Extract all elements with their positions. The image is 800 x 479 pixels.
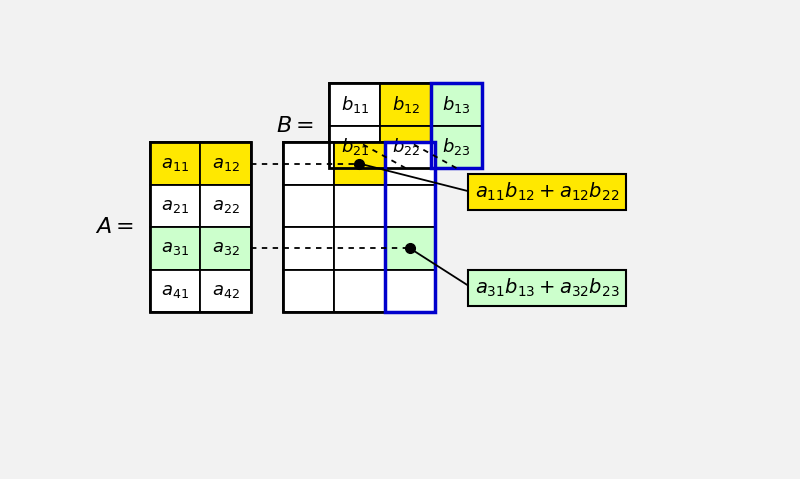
- Bar: [431, 83, 482, 168]
- Bar: [431, 83, 482, 125]
- Bar: [201, 270, 251, 312]
- Bar: [201, 227, 251, 270]
- Bar: [334, 270, 385, 312]
- Bar: [334, 227, 385, 270]
- Bar: [334, 185, 385, 227]
- Bar: [150, 185, 201, 227]
- Bar: [283, 227, 334, 270]
- Text: $A =$: $A =$: [95, 216, 134, 238]
- Bar: [330, 83, 482, 168]
- Bar: [385, 185, 435, 227]
- Bar: [334, 142, 385, 185]
- Bar: [283, 142, 435, 312]
- Bar: [330, 83, 380, 125]
- Bar: [150, 270, 201, 312]
- Bar: [385, 227, 435, 270]
- Bar: [283, 270, 334, 312]
- Text: $a_{21}$: $a_{21}$: [161, 197, 189, 215]
- Bar: [380, 83, 431, 125]
- Bar: [385, 142, 435, 185]
- Bar: [201, 185, 251, 227]
- Text: $a_{31}b_{13} + a_{32}b_{23}$: $a_{31}b_{13} + a_{32}b_{23}$: [475, 277, 620, 299]
- Text: $a_{22}$: $a_{22}$: [212, 197, 240, 215]
- Text: $a_{32}$: $a_{32}$: [212, 240, 240, 257]
- Bar: [283, 142, 334, 185]
- Text: $a_{12}$: $a_{12}$: [212, 155, 240, 172]
- Bar: [201, 142, 251, 185]
- Bar: [431, 125, 482, 168]
- Text: $a_{41}$: $a_{41}$: [161, 282, 189, 300]
- Bar: [380, 125, 431, 168]
- Text: $b_{21}$: $b_{21}$: [341, 137, 369, 158]
- Text: $a_{31}$: $a_{31}$: [161, 240, 189, 257]
- Bar: [150, 142, 201, 185]
- Bar: [330, 125, 380, 168]
- Bar: [283, 185, 334, 227]
- Text: $a_{11}b_{12} + a_{12}b_{22}$: $a_{11}b_{12} + a_{12}b_{22}$: [475, 181, 619, 203]
- Text: $B =$: $B =$: [276, 114, 314, 137]
- Text: $b_{12}$: $b_{12}$: [391, 94, 420, 115]
- Text: $a_{11}$: $a_{11}$: [161, 155, 189, 172]
- Text: $b_{22}$: $b_{22}$: [391, 137, 420, 158]
- Bar: [150, 142, 251, 312]
- Bar: [150, 227, 201, 270]
- Text: $b_{11}$: $b_{11}$: [341, 94, 369, 115]
- Text: $b_{13}$: $b_{13}$: [442, 94, 470, 115]
- Bar: [385, 270, 435, 312]
- Text: $b_{23}$: $b_{23}$: [442, 137, 470, 158]
- Text: $a_{42}$: $a_{42}$: [212, 282, 240, 300]
- Bar: [385, 142, 435, 312]
